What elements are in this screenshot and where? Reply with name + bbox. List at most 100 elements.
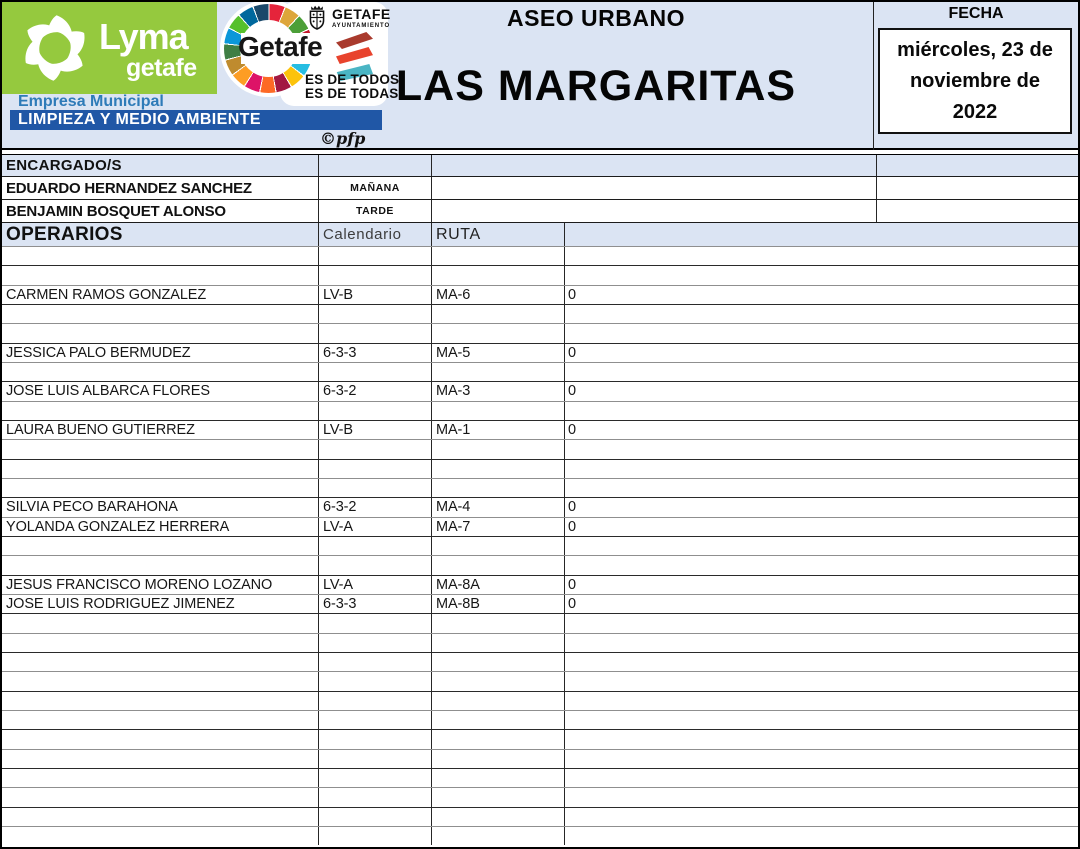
- lyma-logo: Lyma getafe: [2, 2, 217, 94]
- table-row: [2, 652, 1078, 673]
- valor-cell: [565, 324, 1078, 342]
- calendario-cell: LV-A: [319, 517, 432, 536]
- table-row: [2, 304, 1078, 325]
- table-row: JESUS FRANCISCO MORENO LOZANO LV-A MA-8A…: [2, 575, 1078, 595]
- ruta-cell: [432, 556, 565, 575]
- tagline-line1: ES DE TODOS: [305, 72, 400, 87]
- operario-name-cell: JESSICA PALO BERMUDEZ: [2, 343, 319, 362]
- valor-cell: [565, 711, 1078, 729]
- ruta-cell: [432, 459, 565, 478]
- calendario-cell: [319, 304, 432, 324]
- calendario-cell: [319, 556, 432, 575]
- ruta-cell: [432, 633, 565, 652]
- ruta-cell: MA-4: [432, 498, 565, 517]
- operario-name-cell: JOSE LUIS RODRIGUEZ JIMENEZ: [2, 594, 319, 614]
- operario-name-cell: JOSE LUIS ALBARCA FLORES: [2, 382, 319, 401]
- ruta-cell: [432, 536, 565, 556]
- table-row: JOSE LUIS RODRIGUEZ JIMENEZ 6-3-3 MA-8B …: [2, 594, 1078, 615]
- table-row: CARMEN RAMOS GONZALEZ LV-B MA-6 0: [2, 285, 1078, 305]
- valor-cell: 0: [568, 576, 576, 593]
- table-row: [2, 556, 1078, 576]
- encargado-name: EDUARDO HERNANDEZ SANCHEZ: [2, 177, 319, 199]
- header-band: Lyma getafe Empresa Municipal LIMPIEZA Y…: [2, 2, 1078, 150]
- table-row: [2, 401, 1078, 421]
- table-row: [2, 730, 1078, 750]
- table-row: [2, 768, 1078, 789]
- calendario-cell: [319, 826, 432, 846]
- valor-cell: [565, 402, 1078, 420]
- lyma-brand-text: Lyma: [99, 16, 189, 57]
- table-row: [2, 691, 1078, 711]
- ruta-cell: MA-3: [432, 382, 565, 401]
- fecha-label: FECHA: [948, 5, 1004, 22]
- calendario-cell: [319, 730, 432, 749]
- empty-cell: [432, 177, 877, 199]
- operario-name-cell: JESUS FRANCISCO MORENO LOZANO: [2, 575, 319, 594]
- table-row: [2, 788, 1078, 808]
- operario-name-cell: [2, 324, 319, 343]
- operario-name-cell: CARMEN RAMOS GONZALEZ: [2, 285, 319, 304]
- table-row: [2, 672, 1078, 692]
- encargados-header-row: ENCARGADO/S: [2, 154, 1078, 177]
- calendario-cell: [319, 749, 432, 768]
- column-header-ruta: RUTA: [432, 223, 565, 246]
- ruta-cell: [432, 324, 565, 343]
- empty-cell: [877, 155, 1078, 176]
- calendario-cell: [319, 536, 432, 556]
- operario-name-cell: LAURA BUENO GUTIERREZ: [2, 420, 319, 440]
- valor-cell: 0: [568, 596, 576, 613]
- calendario-cell: [319, 672, 432, 691]
- fecha-line1: miércoles, 23 de: [897, 38, 1053, 61]
- operario-name-cell: [2, 710, 319, 730]
- calendario-cell: [319, 266, 432, 285]
- operarios-grid: CARMEN RAMOS GONZALEZ LV-B MA-6 0 JESSIC…: [2, 247, 1078, 846]
- ruta-cell: [432, 691, 565, 710]
- tagline-line2: ES DE TODAS: [305, 86, 399, 101]
- calendario-cell: [319, 652, 432, 672]
- lyma-swirl-icon: [18, 15, 92, 81]
- valor-cell: [565, 556, 1078, 574]
- calendario-cell: 6-3-2: [319, 498, 432, 517]
- calendario-cell: 6-3-3: [319, 594, 432, 614]
- fecha-line3: 2022: [952, 100, 998, 123]
- valor-cell: [565, 363, 1078, 381]
- valor-cell: [565, 460, 1078, 478]
- shift-label-tarde: TARDE: [319, 200, 432, 222]
- valor-cell: 0: [568, 499, 576, 516]
- table-row: YOLANDA GONZALEZ HERRERA LV-A MA-7 0: [2, 517, 1078, 537]
- empty-cell: [432, 155, 877, 176]
- table-row: [2, 362, 1078, 383]
- valor-cell: 0: [568, 286, 576, 303]
- ruta-cell: [432, 749, 565, 768]
- ruta-cell: [432, 730, 565, 749]
- operario-name-cell: [2, 749, 319, 768]
- calendario-cell: [319, 633, 432, 652]
- fecha-value-box: miércoles, 23 de noviembre de 2022: [878, 28, 1072, 134]
- ruta-cell: MA-8A: [432, 575, 565, 594]
- operario-name-cell: [2, 633, 319, 652]
- valor-cell: [565, 672, 1078, 690]
- ruta-cell: [432, 478, 565, 498]
- valor-cell: 0: [568, 344, 576, 361]
- ruta-cell: MA-5: [432, 343, 565, 362]
- table-row: [2, 324, 1078, 344]
- operario-name-cell: [2, 440, 319, 459]
- valor-cell: [565, 634, 1078, 652]
- valor-cell: 0: [568, 383, 576, 400]
- fecha-column-divider: [873, 2, 874, 150]
- calendario-cell: LV-B: [319, 285, 432, 304]
- calendario-cell: [319, 401, 432, 420]
- operario-name-cell: [2, 691, 319, 710]
- valor-cell: [565, 653, 1078, 671]
- column-header-calendario: Calendario: [319, 223, 432, 246]
- table-row: [2, 614, 1078, 634]
- operario-name-cell: [2, 652, 319, 672]
- getafe-flame-icon: [336, 32, 376, 84]
- encargados-header-label: ENCARGADO/S: [2, 155, 319, 176]
- page-title-service: ASEO URBANO: [506, 5, 685, 31]
- encargado-row-manana: EDUARDO HERNANDEZ SANCHEZ MAÑANA: [2, 177, 1078, 200]
- valor-cell: [565, 305, 1078, 323]
- ruta-cell: [432, 362, 565, 382]
- band-table-gap: [2, 150, 1078, 154]
